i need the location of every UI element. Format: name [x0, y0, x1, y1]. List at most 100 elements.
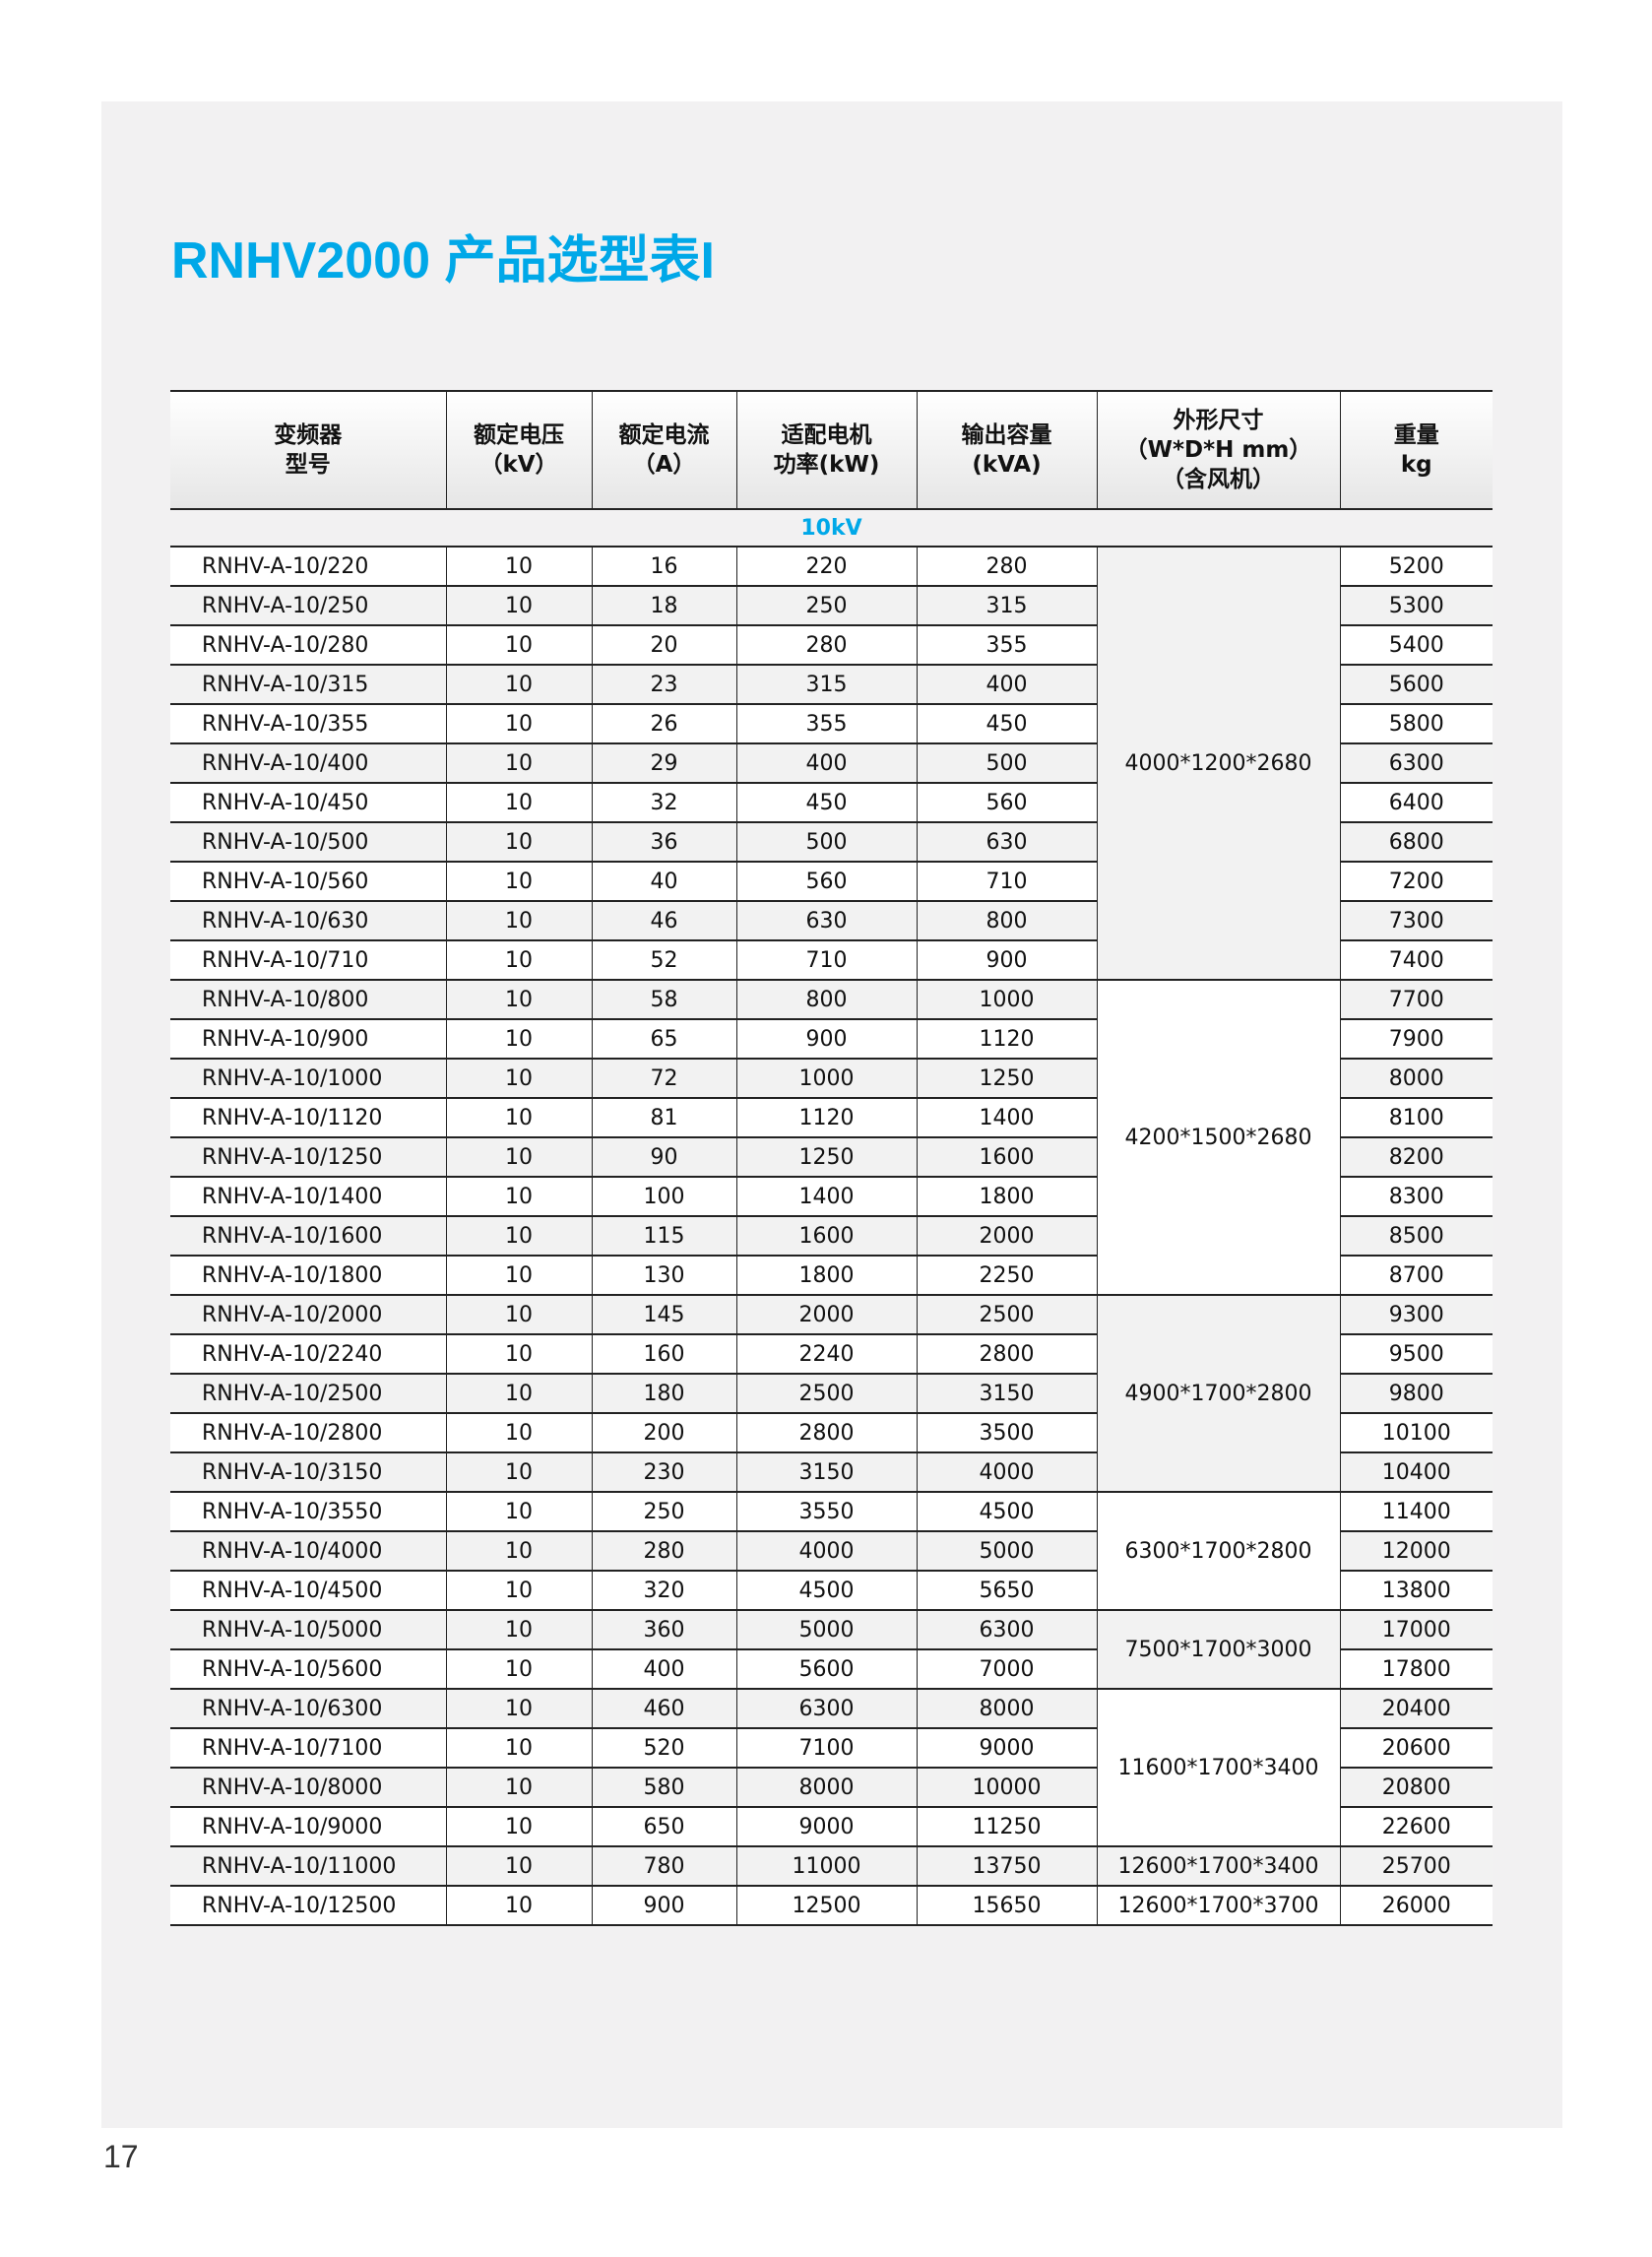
voltage-cell: 10 [445, 1845, 593, 1887]
current-cell: 520 [591, 1727, 737, 1769]
output-capacity-cell: 10000 [916, 1767, 1098, 1808]
voltage-cell: 10 [445, 1136, 593, 1178]
output-capacity-cell: 355 [916, 624, 1098, 666]
motor-power-cell: 630 [735, 900, 918, 941]
table-row: RNHV-A-10/3550 10 250 3550 4500 6300*1700*280… [170, 1491, 1493, 1611]
weight-cell: 10100 [1339, 1412, 1493, 1453]
weight-cell: 7900 [1339, 1018, 1493, 1060]
table-row: RNHV-A-10/355 10 26 355 450 5800 [170, 703, 1493, 744]
model-cell: RNHV-A-10/400 [170, 742, 447, 784]
column-header-line: 型号 [285, 452, 331, 478]
current-cell: 81 [591, 1097, 737, 1138]
current-cell: 320 [591, 1570, 737, 1611]
table-row: RNHV-A-10/2000 10 145 2000 2500 4900*1700*280… [170, 1294, 1493, 1493]
table-row: RNHV-A-10/5600 10 400 5600 7000 17800 [170, 1648, 1493, 1690]
motor-power-cell: 400 [735, 742, 918, 784]
table-row: RNHV-A-10/4000 10 280 4000 5000 12000 [170, 1530, 1493, 1572]
output-capacity-cell: 13750 [916, 1845, 1098, 1887]
voltage-cell: 10 [445, 742, 593, 784]
voltage-cell: 10 [445, 1727, 593, 1769]
model-cell: RNHV-A-10/5000 [170, 1609, 447, 1650]
output-capacity-cell: 2800 [916, 1333, 1098, 1375]
weight-cell: 6400 [1339, 782, 1493, 823]
output-capacity-cell: 800 [916, 900, 1098, 941]
output-capacity-cell: 450 [916, 703, 1098, 744]
current-cell: 20 [591, 624, 737, 666]
column-header: 重量 kg [1339, 390, 1493, 510]
column-header-line: 适配电机 [781, 422, 872, 448]
motor-power-cell: 800 [735, 979, 918, 1020]
model-cell: RNHV-A-10/6300 [170, 1688, 447, 1729]
current-cell: 65 [591, 1018, 737, 1060]
weight-cell: 8500 [1339, 1215, 1493, 1257]
column-header-line: （含风机） [1162, 467, 1275, 492]
weight-cell: 8300 [1339, 1176, 1493, 1217]
motor-power-cell: 2240 [735, 1333, 918, 1375]
column-header-line: 重量 [1393, 422, 1439, 448]
column-header: 额定电压 （kV） [445, 390, 593, 510]
voltage-cell: 10 [445, 1255, 593, 1296]
voltage-cell: 10 [445, 1570, 593, 1611]
motor-power-cell: 4000 [735, 1530, 918, 1572]
voltage-cell: 10 [445, 546, 593, 587]
table-row: RNHV-A-10/1250 10 90 1250 1600 8200 [170, 1136, 1493, 1178]
output-capacity-cell: 630 [916, 821, 1098, 863]
column-header-line: 额定电流 [618, 422, 710, 448]
current-cell: 250 [591, 1491, 737, 1532]
weight-cell: 5800 [1339, 703, 1493, 744]
output-capacity-cell: 400 [916, 664, 1098, 705]
table-row: RNHV-A-10/250 10 18 250 315 5300 [170, 585, 1493, 626]
model-cell: RNHV-A-10/1250 [170, 1136, 447, 1178]
dimensions-cell: 4200*1500*2680 [1096, 979, 1341, 1296]
weight-cell: 9300 [1339, 1294, 1493, 1335]
model-cell: RNHV-A-10/3150 [170, 1451, 447, 1493]
weight-cell: 8000 [1339, 1058, 1493, 1099]
output-capacity-cell: 3500 [916, 1412, 1098, 1453]
section-label: 10kV [170, 509, 1493, 547]
weight-cell: 26000 [1339, 1885, 1493, 1926]
column-header-line: （W*D*H mm） [1124, 437, 1312, 463]
voltage-cell: 10 [445, 1451, 593, 1493]
weight-cell: 22600 [1339, 1806, 1493, 1847]
output-capacity-cell: 6300 [916, 1609, 1098, 1650]
weight-cell: 5200 [1339, 546, 1493, 587]
dimensions-cell: 12600*1700*3400 [1096, 1845, 1341, 1887]
output-capacity-cell: 560 [916, 782, 1098, 823]
weight-cell: 7400 [1339, 939, 1493, 981]
table-row: RNHV-A-10/12500 10 900 12500 15650 12600*1700… [170, 1885, 1493, 1926]
weight-cell: 25700 [1339, 1845, 1493, 1887]
table-row: RNHV-A-10/1400 10 100 1400 1800 8300 [170, 1176, 1493, 1217]
weight-cell: 9500 [1339, 1333, 1493, 1375]
table-row: RNHV-A-10/450 10 32 450 560 6400 [170, 782, 1493, 823]
voltage-cell: 10 [445, 1806, 593, 1847]
output-capacity-cell: 15650 [916, 1885, 1098, 1926]
current-cell: 230 [591, 1451, 737, 1493]
voltage-cell: 10 [445, 979, 593, 1020]
current-cell: 100 [591, 1176, 737, 1217]
model-cell: RNHV-A-10/560 [170, 861, 447, 902]
column-header-line: 额定电压 [474, 422, 564, 448]
current-cell: 46 [591, 900, 737, 941]
output-capacity-cell: 1600 [916, 1136, 1098, 1178]
motor-power-cell: 560 [735, 861, 918, 902]
current-cell: 400 [591, 1648, 737, 1690]
section-row: 10kV [170, 509, 1493, 547]
current-cell: 115 [591, 1215, 737, 1257]
weight-cell: 5600 [1339, 664, 1493, 705]
table-row: RNHV-A-10/3150 10 230 3150 4000 10400 [170, 1451, 1493, 1493]
output-capacity-cell: 500 [916, 742, 1098, 784]
voltage-cell: 10 [445, 1176, 593, 1217]
dimensions-cell: 6300*1700*2800 [1096, 1491, 1341, 1611]
weight-cell: 20600 [1339, 1727, 1493, 1769]
output-capacity-cell: 8000 [916, 1688, 1098, 1729]
model-cell: RNHV-A-10/12500 [170, 1885, 447, 1926]
motor-power-cell: 250 [735, 585, 918, 626]
model-cell: RNHV-A-10/500 [170, 821, 447, 863]
voltage-cell: 10 [445, 900, 593, 941]
voltage-cell: 10 [445, 1688, 593, 1729]
motor-power-cell: 450 [735, 782, 918, 823]
column-header-line: （A） [632, 452, 696, 478]
model-cell: RNHV-A-10/630 [170, 900, 447, 941]
voltage-cell: 10 [445, 1333, 593, 1375]
table-row: RNHV-A-10/220 10 16 220 280 4000*1200*2680 520… [170, 546, 1493, 981]
